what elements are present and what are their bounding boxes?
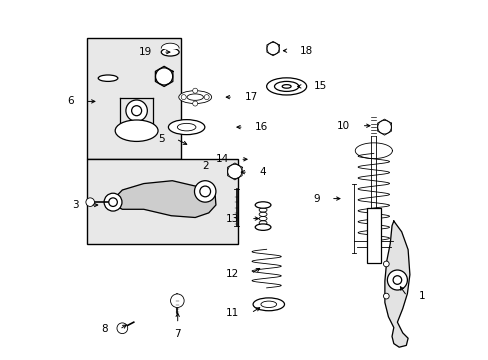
- Circle shape: [192, 88, 197, 93]
- Ellipse shape: [115, 120, 158, 141]
- Text: 13: 13: [226, 213, 239, 224]
- Text: 18: 18: [299, 46, 312, 56]
- Circle shape: [383, 261, 388, 267]
- Ellipse shape: [168, 120, 204, 135]
- Circle shape: [377, 120, 390, 134]
- Ellipse shape: [98, 75, 118, 81]
- Text: 4: 4: [259, 167, 265, 177]
- Ellipse shape: [253, 298, 284, 311]
- Text: 3: 3: [72, 200, 79, 210]
- Circle shape: [170, 294, 184, 307]
- Circle shape: [155, 68, 172, 85]
- Text: 6: 6: [67, 96, 74, 107]
- Text: 10: 10: [336, 121, 349, 131]
- Bar: [366, 207, 380, 263]
- Text: 9: 9: [312, 194, 319, 203]
- Circle shape: [266, 42, 279, 55]
- Circle shape: [386, 270, 407, 290]
- Ellipse shape: [266, 78, 306, 95]
- Ellipse shape: [255, 224, 270, 230]
- Circle shape: [194, 181, 216, 202]
- Circle shape: [204, 95, 209, 100]
- Ellipse shape: [186, 94, 203, 100]
- Text: 7: 7: [174, 329, 181, 339]
- Text: 16: 16: [255, 122, 268, 132]
- Circle shape: [383, 293, 388, 299]
- Text: 15: 15: [313, 81, 326, 91]
- Circle shape: [227, 164, 242, 179]
- Ellipse shape: [161, 48, 179, 56]
- Ellipse shape: [282, 85, 290, 88]
- Ellipse shape: [255, 202, 270, 208]
- Text: 5: 5: [158, 134, 164, 144]
- Text: 1: 1: [418, 291, 424, 301]
- Circle shape: [125, 100, 147, 121]
- Text: 2: 2: [202, 161, 208, 171]
- Circle shape: [117, 323, 127, 334]
- Ellipse shape: [274, 81, 298, 91]
- FancyBboxPatch shape: [87, 38, 181, 159]
- FancyBboxPatch shape: [87, 159, 238, 244]
- Polygon shape: [161, 43, 179, 48]
- Text: 14: 14: [215, 154, 228, 164]
- Circle shape: [86, 198, 94, 206]
- Text: 12: 12: [226, 269, 239, 279]
- Circle shape: [104, 193, 122, 211]
- Circle shape: [192, 101, 197, 106]
- Polygon shape: [384, 221, 409, 347]
- Circle shape: [108, 198, 117, 206]
- Circle shape: [392, 276, 401, 284]
- Text: 11: 11: [226, 308, 239, 318]
- Text: 17: 17: [244, 92, 257, 102]
- Text: 8: 8: [101, 324, 108, 334]
- Text: 19: 19: [138, 47, 151, 57]
- Circle shape: [181, 95, 186, 100]
- Circle shape: [200, 186, 210, 197]
- Circle shape: [131, 106, 142, 116]
- Polygon shape: [113, 181, 216, 217]
- Ellipse shape: [179, 91, 211, 104]
